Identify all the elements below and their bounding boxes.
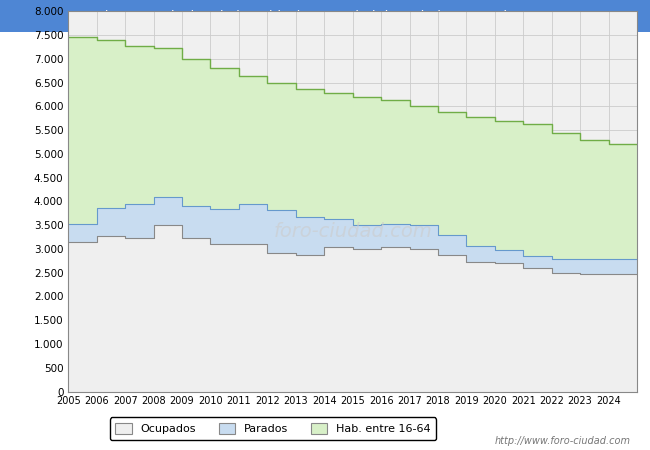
Text: http://www.foro-ciudad.com: http://www.foro-ciudad.com — [495, 436, 630, 446]
Text: Tineo - Evolucion de la poblacion en edad de Trabajar Mayo de 2024: Tineo - Evolucion de la poblacion en eda… — [97, 10, 553, 22]
Legend: Ocupados, Parados, Hab. entre 16-64: Ocupados, Parados, Hab. entre 16-64 — [110, 418, 436, 440]
Text: foro-ciudad.com: foro-ciudad.com — [273, 222, 432, 241]
